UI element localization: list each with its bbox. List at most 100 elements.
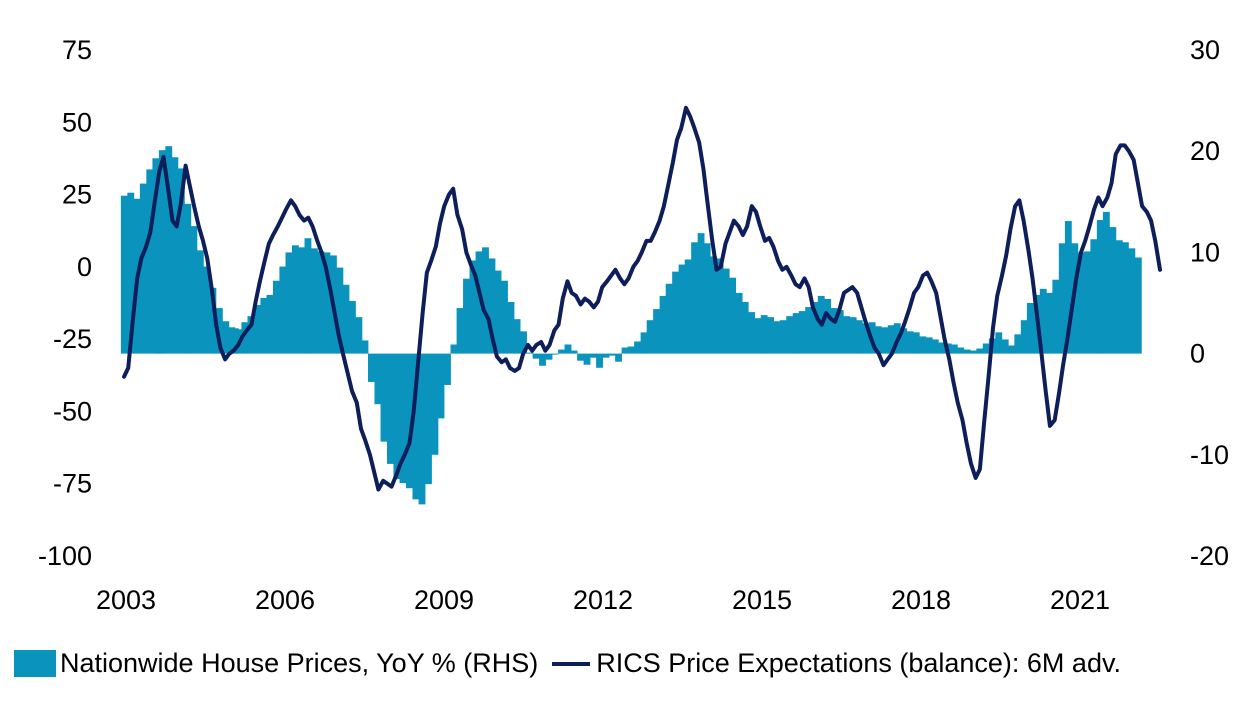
bar (779, 320, 787, 354)
legend-swatch-bars (14, 650, 56, 677)
bar (1045, 292, 1053, 354)
bar (767, 317, 775, 354)
bar (431, 353, 439, 455)
bar (919, 336, 927, 354)
bar (615, 353, 622, 362)
bar (798, 311, 806, 354)
line-layer (122, 105, 1162, 492)
x-tick-label: 2003 (96, 585, 156, 615)
bar (444, 353, 451, 385)
left-tick-label: -100 (38, 541, 92, 571)
right-tick-label: 30 (1190, 35, 1220, 65)
x-tick-label: 2006 (255, 585, 315, 615)
bar (1077, 252, 1085, 354)
bar (969, 350, 977, 354)
bar (437, 353, 445, 419)
bar (177, 168, 185, 354)
bar (672, 271, 680, 354)
bar (836, 310, 844, 354)
x-tick-label: 2015 (732, 585, 792, 615)
bar (551, 353, 559, 355)
bar (608, 353, 616, 356)
bar (589, 353, 597, 358)
bar (1014, 334, 1022, 354)
bar (272, 280, 280, 354)
bar (830, 308, 838, 354)
bar (336, 267, 344, 354)
bar (291, 245, 299, 354)
bar (475, 251, 483, 354)
left-tick-label: -25 (53, 324, 92, 354)
bar (634, 341, 641, 354)
bar (139, 183, 147, 354)
bar (425, 353, 432, 485)
bar (665, 283, 673, 354)
bar (792, 313, 800, 354)
bar (760, 315, 768, 354)
bar (1039, 288, 1047, 354)
bar (1007, 345, 1015, 354)
bar (526, 352, 534, 354)
bar (558, 349, 565, 354)
left-axis-ticks: 75 50 25 0 -25 -50 -75 -100 (38, 35, 92, 571)
bar (811, 301, 819, 354)
bar (241, 322, 249, 354)
bar (488, 258, 496, 354)
bar (1064, 221, 1072, 354)
bar (310, 248, 318, 354)
legend-item-bars: Nationwide House Prices, YoY % (RHS) (14, 648, 538, 679)
bar (602, 353, 610, 358)
bar (678, 264, 686, 354)
left-tick-label: 0 (77, 252, 92, 282)
bar (1134, 257, 1142, 354)
x-tick-label: 2012 (573, 585, 633, 615)
bar (710, 256, 718, 354)
left-tick-label: 50 (62, 107, 92, 137)
bar (171, 157, 179, 354)
bar (849, 317, 857, 354)
bar (355, 317, 363, 354)
bar (368, 353, 375, 382)
bar (469, 260, 477, 354)
right-tick-label: -10 (1190, 440, 1229, 470)
bar (684, 259, 692, 354)
bar (253, 305, 261, 354)
bar (773, 321, 781, 354)
bar (279, 266, 287, 354)
bar (925, 337, 933, 354)
bar (190, 226, 198, 354)
bar (1121, 242, 1129, 354)
bar (887, 325, 895, 354)
bar (285, 252, 293, 354)
x-axis-ticks: 2003 2006 2009 2012 2015 2018 2021 (96, 585, 1110, 615)
right-tick-label: 0 (1190, 339, 1205, 369)
bar (545, 353, 553, 360)
bar (741, 301, 749, 354)
bar (1058, 243, 1066, 354)
bar (323, 252, 331, 354)
bar (1109, 227, 1117, 354)
bar (380, 353, 388, 442)
bar (627, 346, 635, 354)
bar (697, 233, 705, 354)
legend-label-bars: Nationwide House Prices, YoY % (RHS) (60, 648, 539, 678)
bar (963, 349, 971, 354)
bar (507, 301, 515, 354)
bar (412, 353, 420, 500)
bar (824, 298, 832, 354)
bars-layer (120, 146, 1142, 505)
bar (874, 326, 882, 354)
bar (1020, 320, 1028, 354)
right-axis-ticks: 30 20 10 0 -10 -20 (1190, 35, 1229, 571)
legend-swatch-line (552, 661, 591, 666)
legend-item-line: RICS Price Expectations (balance): 6M ad… (552, 648, 1121, 679)
x-tick-label: 2018 (891, 585, 951, 615)
bar (862, 323, 870, 354)
bar (957, 347, 965, 354)
bar (570, 350, 578, 354)
bar (748, 312, 756, 354)
bar (716, 258, 724, 354)
bar (260, 297, 268, 354)
